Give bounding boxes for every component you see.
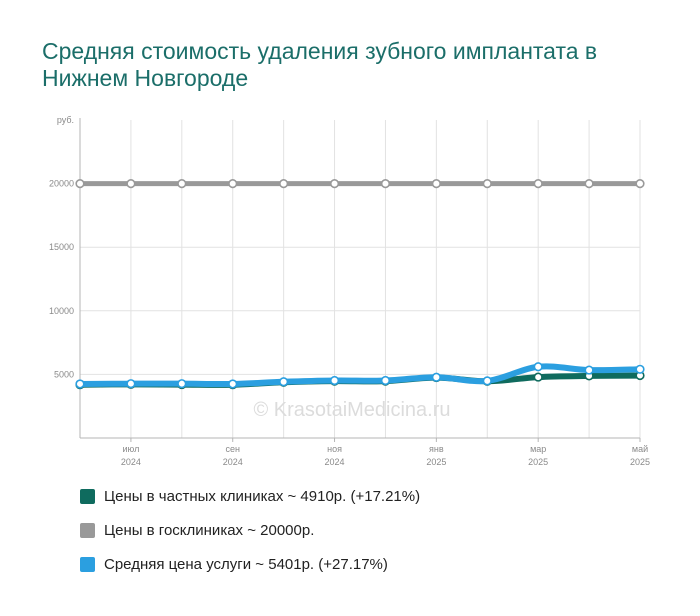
- x-tick-label-year: 2024: [121, 457, 141, 467]
- legend-item-average[interactable]: Средняя цена услуги ~ 5401р. (+27.17%): [80, 554, 420, 574]
- x-tick-label-year: 2025: [426, 457, 446, 467]
- x-tick-label-year: 2025: [630, 457, 650, 467]
- legend-label-average: Средняя цена услуги ~ 5401р. (+27.17%): [104, 555, 388, 573]
- data-point-public: [126, 179, 136, 189]
- data-point-public: [431, 179, 441, 189]
- legend-swatch-private: [80, 488, 95, 504]
- chart-legend: Цены в частных клиниках ~ 4910р. (+17.21…: [80, 486, 420, 588]
- x-tick-label-month: мар: [530, 444, 546, 454]
- data-point-public: [329, 179, 340, 189]
- legend-label-private: Цены в частных клиниках ~ 4910р. (+17.21…: [104, 487, 421, 505]
- legend-item-public[interactable]: Цены в госклиниках ~ 20000р.: [80, 520, 420, 540]
- x-tick-label-year: 2024: [325, 457, 345, 467]
- data-point-public: [635, 179, 645, 189]
- data-point-public: [75, 179, 85, 189]
- data-point-private: [533, 372, 543, 382]
- data-point-public: [584, 179, 594, 189]
- chart-title: Средняя стоимость удаления зубного импла…: [42, 38, 598, 91]
- x-tick-label-month: июл: [122, 444, 139, 454]
- x-tick-label-month: май: [632, 444, 648, 454]
- watermark: © KrasotaiMedicina.ru: [253, 399, 450, 421]
- series-line-public-group: [75, 179, 645, 189]
- legend-swatch-average: [80, 556, 95, 572]
- data-point-average: [380, 375, 391, 386]
- series-line-average-group: [75, 362, 645, 389]
- x-tick-label-month: ноя: [327, 444, 342, 454]
- legend-item-private[interactable]: Цены в частных клиниках ~ 4910р. (+17.21…: [80, 486, 420, 506]
- x-tick-label-year: 2024: [223, 457, 243, 467]
- y-tick-label: 10000: [49, 306, 74, 316]
- data-point-average: [279, 377, 289, 387]
- data-point-public: [228, 179, 238, 189]
- data-point-public: [177, 179, 187, 189]
- data-point-average: [177, 379, 187, 389]
- data-point-average: [431, 372, 441, 382]
- data-point-average: [75, 379, 85, 389]
- y-axis-unit-label: руб.: [57, 115, 74, 125]
- legend-label-public: Цены в госклиниках ~ 20000р.: [104, 521, 315, 539]
- data-point-average: [533, 362, 543, 372]
- data-point-average: [635, 364, 645, 374]
- y-tick-label: 5000: [54, 369, 74, 379]
- data-point-public: [482, 179, 492, 189]
- legend-swatch-public: [80, 522, 95, 538]
- data-point-average: [329, 375, 340, 386]
- data-point-average: [126, 379, 136, 389]
- y-tick-label: 15000: [49, 242, 74, 252]
- data-point-average: [228, 379, 238, 389]
- data-point-average: [482, 376, 492, 386]
- x-tick-label-month: янв: [429, 444, 444, 454]
- data-point-public: [279, 179, 289, 189]
- y-tick-label: 20000: [49, 179, 74, 189]
- x-tick-label-year: 2025: [528, 457, 548, 467]
- x-tick-label-month: сен: [225, 444, 240, 454]
- data-point-public: [380, 179, 391, 189]
- data-point-public: [533, 179, 543, 189]
- data-point-average: [584, 365, 594, 375]
